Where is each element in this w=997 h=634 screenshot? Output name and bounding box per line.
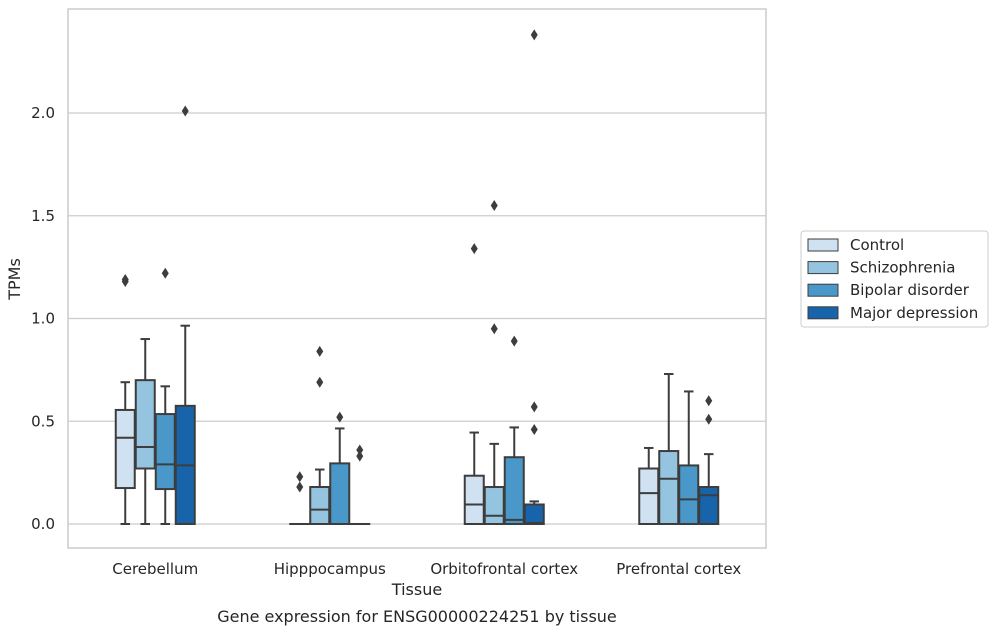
plot-frame <box>67 8 767 549</box>
legend-swatch <box>807 238 839 252</box>
box-body <box>698 486 720 526</box>
box-control <box>638 446 660 526</box>
legend-label: Control <box>850 236 904 254</box>
y-tick-label: 2.0 <box>31 104 55 122</box>
box-body <box>329 462 351 526</box>
box-body <box>638 467 660 526</box>
box-body <box>309 486 331 526</box>
outlier-point <box>336 411 344 423</box>
box-body <box>658 450 680 525</box>
box-body <box>154 413 176 491</box>
y-tick-labels: 0.0 0.5 1.0 1.5 2.0 <box>31 104 55 533</box>
legend-label: Bipolar disorder <box>850 281 970 299</box>
box-major-depression <box>523 29 545 526</box>
y-axis-label: TPMs <box>5 258 24 301</box>
box-major-depression <box>349 444 371 526</box>
box-body <box>463 474 485 525</box>
box-schizophrenia <box>483 199 505 526</box>
x-tick-label: Cerebellum <box>112 560 198 578</box>
box-control <box>463 243 485 525</box>
outlier-point <box>705 395 713 407</box>
outlier-point <box>510 335 518 347</box>
x-tick-labels: Cerebellum Hipppocampus Orbitofrontal cort… <box>112 560 741 578</box>
outlier-point <box>316 376 324 388</box>
box-body <box>678 464 700 525</box>
outlier-point <box>161 267 169 279</box>
y-tick-label: 1.0 <box>31 310 55 328</box>
outlier-point <box>316 345 324 357</box>
box-bipolar-disorder <box>154 267 176 525</box>
box-groups <box>114 29 720 526</box>
outlier-point <box>705 413 713 425</box>
box-body <box>483 486 505 526</box>
box-schizophrenia <box>309 345 331 526</box>
x-tick-label: Hipppocampus <box>274 560 386 578</box>
box-major-depression <box>174 105 196 525</box>
outlier-point <box>490 323 498 335</box>
box-schizophrenia <box>658 372 680 525</box>
x-tick-label: Orbitofrontal cortex <box>430 560 578 578</box>
legend-label: Major depression <box>850 304 978 322</box>
legend-frame <box>800 230 989 328</box>
box-body <box>134 379 156 470</box>
box-major-depression <box>698 395 720 526</box>
box-schizophrenia <box>134 338 156 525</box>
box-body <box>114 408 136 490</box>
box-bipolar-disorder <box>329 411 351 526</box>
outlier-point <box>356 444 364 456</box>
y-tick-label: 0.0 <box>31 515 55 533</box>
x-axis-label: Tissue <box>391 580 442 599</box>
box-body <box>503 456 525 525</box>
outlier-point <box>530 401 538 413</box>
outlier-point <box>181 105 189 117</box>
box-bipolar-disorder <box>678 390 700 525</box>
legend-label: Schizophrenia <box>850 259 955 277</box>
x-tick-label: Prefrontal cortex <box>616 560 741 578</box>
legend: Control Schizophrenia Bipolar disorder Majo… <box>800 230 989 328</box>
box-control <box>289 471 311 526</box>
outlier-point <box>296 471 304 483</box>
outlier-point <box>530 29 538 41</box>
outlier-point <box>356 450 364 462</box>
box-bipolar-disorder <box>503 335 525 525</box>
outlier-point <box>530 423 538 435</box>
outlier-point <box>490 199 498 211</box>
box-control <box>114 273 136 525</box>
chart-caption: Gene expression for ENSG00000224251 by t… <box>217 607 617 626</box>
legend-swatch <box>807 306 839 320</box>
outlier-point <box>121 273 129 285</box>
box-body <box>523 503 545 526</box>
legend-swatch <box>807 261 839 275</box>
y-tick-label: 1.5 <box>31 207 55 225</box>
outlier-point <box>470 243 478 255</box>
legend-swatch <box>807 283 839 297</box>
outlier-point <box>296 481 304 493</box>
y-tick-label: 0.5 <box>31 412 55 430</box>
